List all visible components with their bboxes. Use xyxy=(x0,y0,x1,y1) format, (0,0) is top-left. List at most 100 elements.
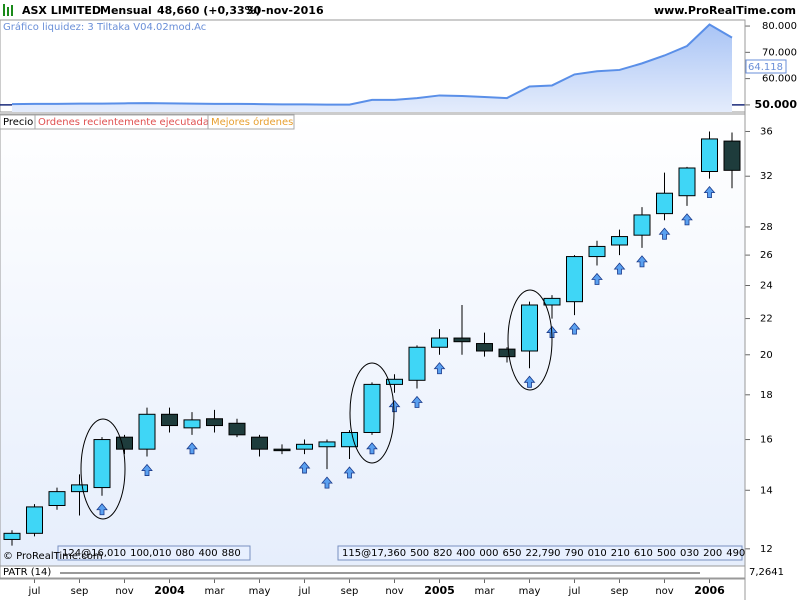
y-tick-label: 16 xyxy=(760,435,773,446)
candle-body xyxy=(521,304,538,352)
x-tick-label: may xyxy=(519,586,541,597)
x-tick-label: sep xyxy=(611,586,629,597)
header-bar xyxy=(0,0,800,20)
order-value: 200 xyxy=(703,548,722,559)
candle-body xyxy=(228,422,246,436)
signal-arrow xyxy=(298,461,311,474)
candle-body xyxy=(453,337,471,343)
signal-arrow xyxy=(703,185,716,199)
x-tick-label: jul xyxy=(568,586,581,597)
x-tick-label: sep xyxy=(341,586,359,597)
x-tick-label: nov xyxy=(385,586,403,597)
x-tick-label: 2005 xyxy=(424,584,455,597)
x-tick-label: jul xyxy=(28,586,41,597)
order-value: 820 xyxy=(433,548,452,559)
candle-body xyxy=(3,532,21,540)
y-tick-label: 20 xyxy=(760,350,773,361)
site: www.ProRealTime.com xyxy=(654,4,796,17)
candle-body xyxy=(251,436,268,450)
x-tick-label: jul xyxy=(298,586,311,597)
candle-body xyxy=(633,214,651,236)
price-layer: 12 14 16 18 20 22 24 26 28 32 36 jul sep nov 2004 mar ma… xyxy=(3,126,773,597)
x-tick-label: may xyxy=(249,586,271,597)
order-value: 000 xyxy=(479,548,498,559)
y-tick-label: 50.000 xyxy=(755,98,798,111)
signal-arrow xyxy=(523,375,536,388)
signal-arrow xyxy=(636,255,648,268)
order-value: 210 xyxy=(611,548,630,559)
price: 48,660 (+0,33%) xyxy=(157,4,261,17)
signal-arrow xyxy=(186,442,198,455)
candle-body xyxy=(431,337,448,348)
order-value: 100,010 xyxy=(130,548,171,559)
liquidity-line xyxy=(11,23,733,106)
candle-body xyxy=(723,140,741,171)
order-value: 010 xyxy=(588,548,607,559)
y-tick-label: 12 xyxy=(760,544,773,555)
candle-body xyxy=(656,192,673,215)
x-tick-label: mar xyxy=(205,586,226,597)
y-tick-label: 32 xyxy=(760,171,773,182)
candle-body xyxy=(701,138,718,173)
current-value: 64.118 xyxy=(748,62,783,73)
y-tick-label: 22 xyxy=(760,314,773,325)
order-value: 115@17,360 xyxy=(342,548,406,559)
y-tick-label: 24 xyxy=(760,281,773,292)
header-icon xyxy=(7,7,9,16)
candle-body xyxy=(678,167,696,197)
order-value: 650 xyxy=(502,548,521,559)
candle-body xyxy=(93,439,111,489)
order-value: 790 xyxy=(565,548,584,559)
candle-body xyxy=(296,443,313,450)
signal-arrow xyxy=(343,466,356,479)
patr-name: PATR (14) xyxy=(3,567,51,578)
y-tick-label: 80.000 xyxy=(762,21,797,32)
tab-label[interactable]: Precio xyxy=(3,117,33,128)
x-tick-label: sep xyxy=(71,586,89,597)
patr-panel xyxy=(0,565,746,579)
candle-body xyxy=(543,297,561,306)
signal-arrow xyxy=(433,362,446,375)
x-tick-label: 2006 xyxy=(694,584,725,597)
order-value: 610 xyxy=(634,548,653,559)
candle-body xyxy=(116,436,133,450)
tab[interactable] xyxy=(207,114,295,130)
order-box xyxy=(337,545,743,561)
patr-value: 7,2641 xyxy=(749,567,784,578)
pattern-ellipse xyxy=(80,418,126,520)
order-value: 22,790 xyxy=(526,548,561,559)
signal-arrow xyxy=(141,463,153,476)
order-value: 030 xyxy=(680,548,699,559)
candle-body xyxy=(206,418,223,427)
signal-arrow xyxy=(366,442,378,455)
current-value-box xyxy=(745,59,787,74)
tab-label[interactable]: Ordenes recientemente ejecutadas xyxy=(38,117,214,128)
y-tick-label: 70.000 xyxy=(762,47,797,58)
order-value: 080 xyxy=(175,548,194,559)
y-tick-label: 26 xyxy=(760,250,773,261)
liquidity-area xyxy=(12,24,732,113)
x-tick-label: 2004 xyxy=(154,584,185,597)
order-value: 500 xyxy=(657,548,676,559)
order-value: 400 xyxy=(199,548,218,559)
signal-arrow xyxy=(388,400,401,413)
date: 30-nov-2016 xyxy=(246,4,324,17)
header-icon xyxy=(3,4,5,16)
signal-arrow xyxy=(96,503,108,516)
candle-body xyxy=(161,413,178,427)
signal-arrow xyxy=(658,227,671,240)
signal-arrow xyxy=(568,322,581,335)
order-value: 490 xyxy=(726,548,745,559)
signal-arrow xyxy=(613,262,626,275)
candle-body xyxy=(138,413,156,450)
liquidity-title: Gráfico liquidez: 3 Tiltaka V04.02mod.Ac xyxy=(3,21,206,33)
candle-body xyxy=(611,236,628,246)
candle-body xyxy=(71,484,88,493)
candle-body xyxy=(386,378,403,385)
liquidity-layer: 50.000 60.000 70.000 80.000 64.118 xyxy=(0,21,798,113)
tab-label[interactable]: Mejores órdenes xyxy=(211,116,293,128)
candle-body xyxy=(48,491,66,506)
candle-body xyxy=(183,419,201,429)
signal-arrow xyxy=(681,213,693,226)
